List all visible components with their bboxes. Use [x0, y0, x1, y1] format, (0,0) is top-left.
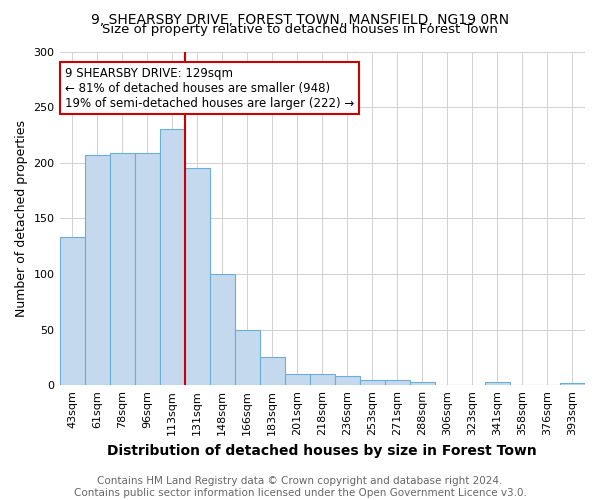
Y-axis label: Number of detached properties: Number of detached properties: [15, 120, 28, 317]
Bar: [260, 358, 285, 385]
Text: 9, SHEARSBY DRIVE, FOREST TOWN, MANSFIELD, NG19 0RN: 9, SHEARSBY DRIVE, FOREST TOWN, MANSFIEL…: [91, 12, 509, 26]
Text: Contains HM Land Registry data © Crown copyright and database right 2024.
Contai: Contains HM Land Registry data © Crown c…: [74, 476, 526, 498]
Bar: [485, 382, 510, 385]
X-axis label: Distribution of detached houses by size in Forest Town: Distribution of detached houses by size …: [107, 444, 537, 458]
Bar: [134, 152, 160, 385]
Bar: [59, 237, 85, 385]
Bar: [385, 380, 410, 385]
Bar: [160, 130, 185, 385]
Bar: [560, 383, 585, 385]
Bar: [209, 274, 235, 385]
Bar: [335, 376, 360, 385]
Bar: [235, 330, 260, 385]
Text: 9 SHEARSBY DRIVE: 129sqm
← 81% of detached houses are smaller (948)
19% of semi-: 9 SHEARSBY DRIVE: 129sqm ← 81% of detach…: [65, 66, 354, 110]
Text: Size of property relative to detached houses in Forest Town: Size of property relative to detached ho…: [102, 22, 498, 36]
Bar: [360, 380, 385, 385]
Bar: [185, 168, 209, 385]
Bar: [310, 374, 335, 385]
Bar: [410, 382, 435, 385]
Bar: [85, 155, 110, 385]
Bar: [285, 374, 310, 385]
Bar: [110, 152, 134, 385]
